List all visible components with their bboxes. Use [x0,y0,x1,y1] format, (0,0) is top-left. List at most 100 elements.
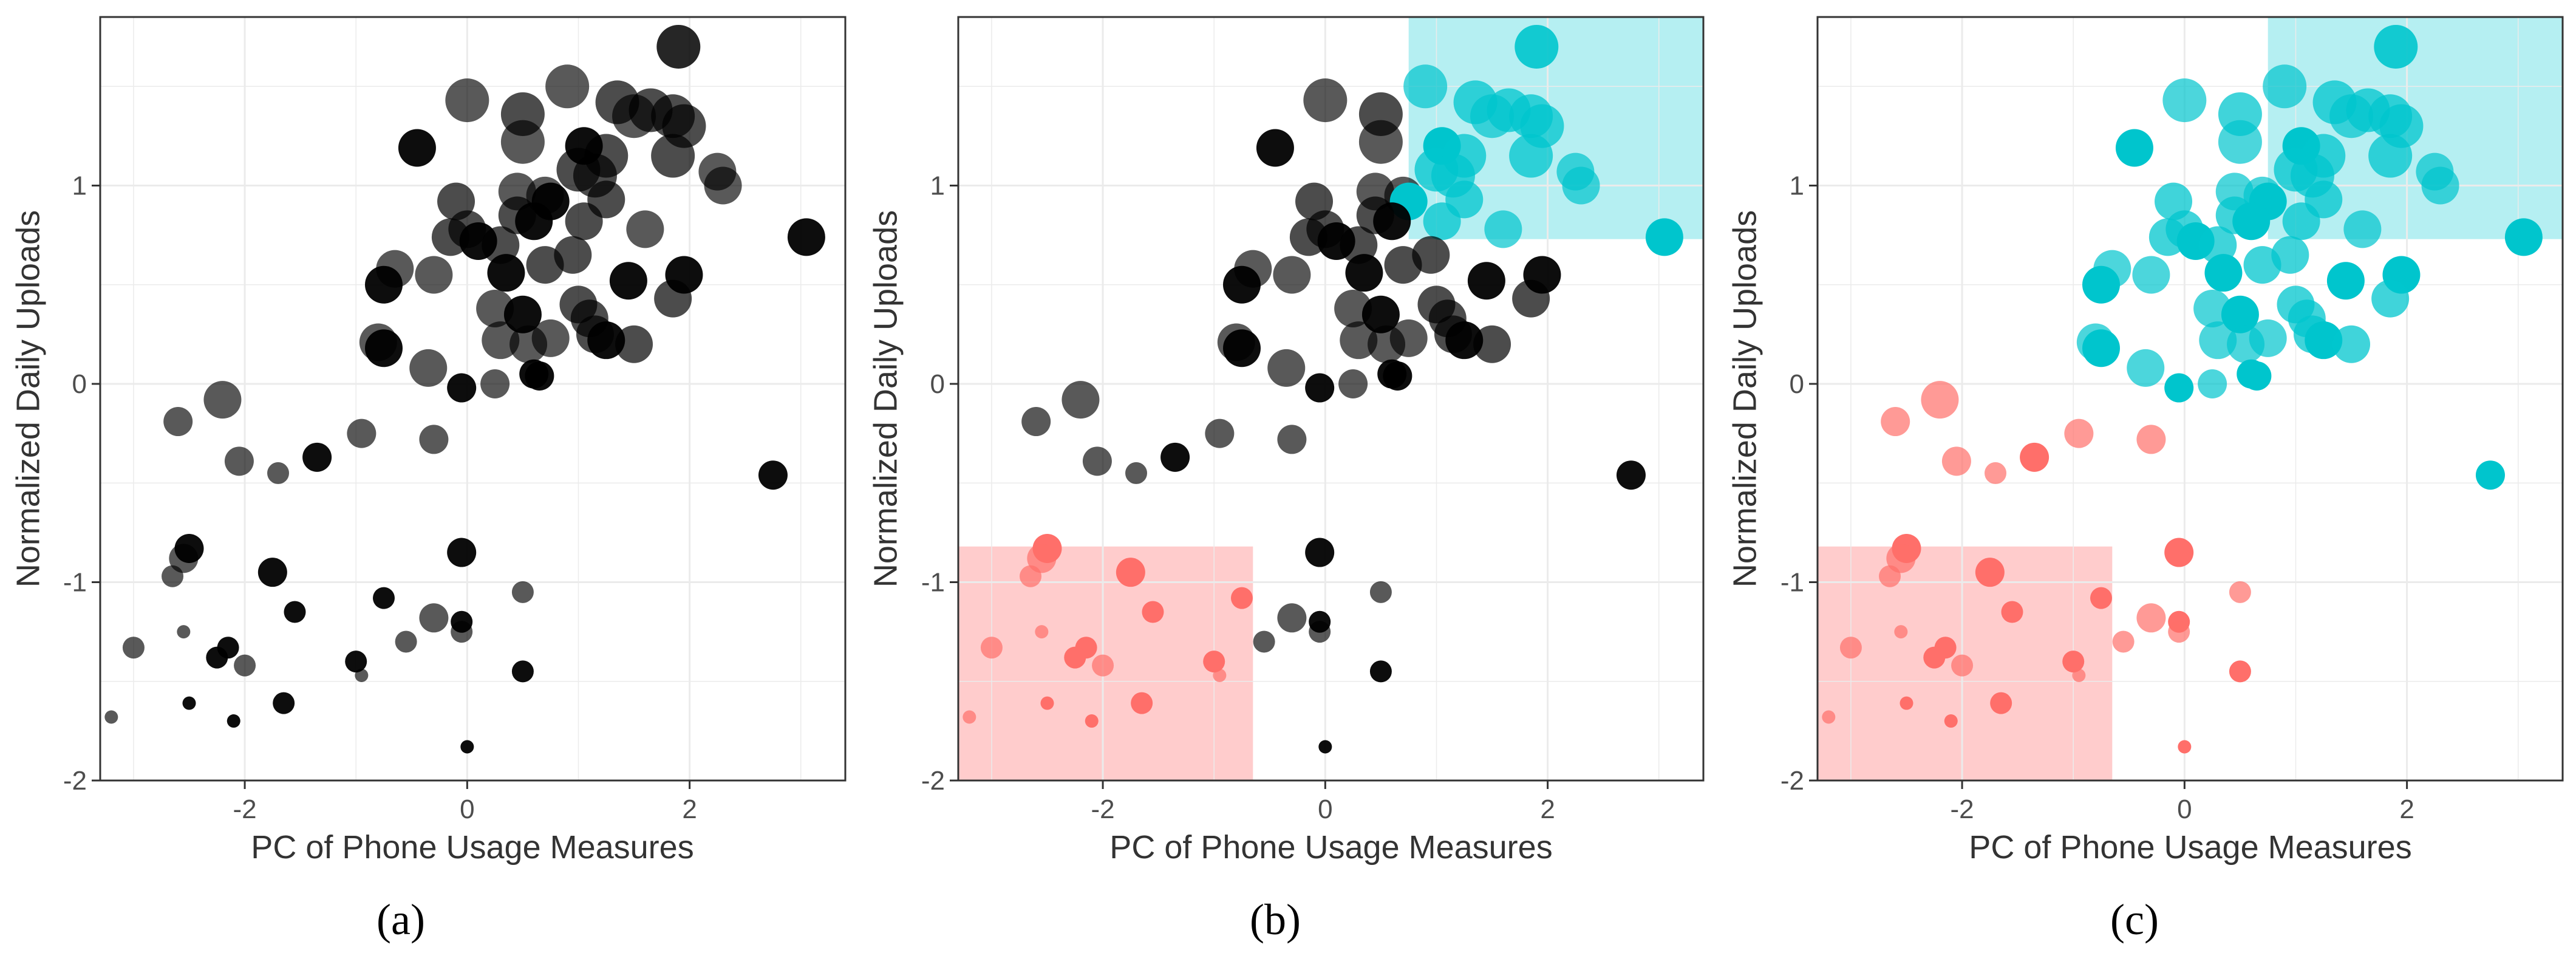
panel-a-data-point [587,321,625,360]
panel-c-data-point [2204,254,2243,292]
panel-a-data-point [347,418,377,448]
panel-b-data-point [1358,120,1403,164]
panel-b-data-point [963,710,976,724]
panel-c-data-point [2475,460,2505,490]
panel-a-data-point [419,603,449,633]
panel-c-data-point [1923,646,1946,669]
panel-c-data-point [2127,349,2165,387]
panel-c-data-point [2326,262,2365,300]
panel-b-data-point [1473,325,1511,363]
panel-c-data-point [2199,321,2237,360]
panel-b-data-point [1027,544,1057,573]
panel-b-data-point [1368,325,1406,363]
panel-b-data-point [1309,621,1331,643]
panel-c-data-point [2343,210,2382,248]
panel-a-data-point [511,581,534,603]
panel-c-data-point [1822,710,1836,724]
panel-a-y-tick-label: -1 [63,568,87,598]
panel-b-data-point [1616,460,1646,490]
panel-c-data-point [1944,714,1958,728]
panel-c-x-tick-label: 2 [2399,794,2414,824]
panel-b-data-point [1277,425,1307,454]
panel-a-data-point [526,246,564,284]
panel-a-data-point [503,295,542,333]
panel-c-data-point [1941,446,1971,476]
panel-c-data-point [2218,120,2262,164]
panel-b-data-point [1160,442,1190,472]
panel-a-data-point [409,349,448,387]
panel-b-data-point [1203,651,1225,673]
panel-a-data-point [565,202,603,241]
panel-a-data-point [545,64,590,109]
panel-a-border [99,16,847,782]
panel-c-data-point [1839,637,1862,659]
panel-c-data-point [1894,625,1908,639]
panel-c-data-point [2168,621,2190,643]
panel-a-x-tick-label: 2 [682,794,697,824]
panel-a-data-point [445,78,489,123]
panel-a-data-point [345,651,367,673]
panel-c-y-axis-label: Normalized Daily Uploads [1726,210,1763,587]
panel-a-y-axis-label: Normalized Daily Uploads [10,210,46,587]
panel-c-data-point [1879,565,1901,587]
panel-a-data-point [500,120,545,164]
panel-c-data-point [2020,442,2050,472]
panel-a-data-point [480,369,510,399]
panel-b: -2 0 2 -2 -1 0 1 PC of Phone Usage Measures No… [867,16,1705,944]
panel-a-data-point [364,265,403,304]
panel-b-data-point [1423,202,1461,241]
panel-b-data-point [1092,654,1114,677]
panel-a-data-point [487,254,525,292]
panel-c-data-point [1985,462,2007,484]
panel-a-data-point [104,710,118,724]
panel-b-y-tick-label: 1 [930,171,945,201]
panel-a-data-point [302,442,332,472]
panel-c-data-point [2082,329,2120,367]
panel-b-data-point [1273,256,1311,294]
panel-b-data-point [1064,646,1086,669]
panel-c-data-point [2082,265,2120,304]
panel-b-y-tick-label: 0 [930,369,945,399]
panel-b-data-point [1467,262,1505,300]
panel-c-data-point [2229,581,2251,603]
panel-c-data-point [2136,603,2166,633]
panel-b-border [957,16,1705,782]
panel-b-y-axis-label: Normalized Daily Uploads [867,210,904,587]
panel-c-data-point [2242,361,2272,391]
panel-b-data-point [1061,381,1100,419]
panel-a-data-point [451,621,473,643]
panel-c-data-point [2112,630,2135,653]
panel-b-data-point [1040,696,1054,710]
panel-c: -2 0 2 -2 -1 0 1 PC of Phone Usage Measures No… [1726,16,2564,944]
panel-b-data-point [1340,321,1378,360]
panel-a-data-point [758,460,788,490]
panel-c-data-point [2164,373,2194,403]
panel-b-data-point [1445,321,1484,360]
panel-a-data-point [509,325,548,363]
panel-b-data-point [1253,630,1275,653]
panel-b-x-tick-label: 0 [1318,794,1332,824]
panel-b-data-point [1267,349,1306,387]
panel-a-data-point [447,373,477,403]
panel-c-data-point [1886,544,1916,573]
panel-a-y-tick-label: 1 [72,171,87,201]
panel-c-data-point [2232,202,2271,241]
panel-b-data-point [1222,265,1261,304]
panel-c-data-point [2371,279,2410,318]
panel-c-data-point [2132,256,2170,294]
panel-b-data-point [1484,210,1522,248]
panel-b-data-point [1512,279,1550,318]
panel-a-data-point [203,381,242,419]
panel-a-data-point [654,279,692,318]
panel-c-x-axis-label: PC of Phone Usage Measures [1969,829,2411,866]
panel-a-data-point [224,446,254,476]
panel-a-x-tick-label: 0 [460,794,474,824]
panel-a-y-tick-label: -2 [63,766,87,796]
panel-c-data-point [2148,218,2187,256]
panel-a-data-point [787,218,825,256]
panel-c-data-point [1975,558,2005,587]
panel-c-data-point [1900,696,1913,710]
panel-a-data-point [355,668,369,682]
panel-a-data-point [515,202,553,241]
panel-b-data-point [1515,24,1559,69]
